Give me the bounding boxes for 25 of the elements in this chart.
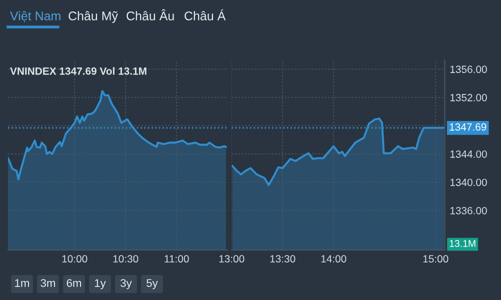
ref-line-label: 1347.69 (450, 123, 486, 131)
text: 3m (40, 279, 55, 287)
x-tick-label: 10:00 (62, 255, 88, 263)
text: Việt Nam (10, 11, 60, 22)
y-tick-label: 1336.00 (450, 206, 487, 214)
text: 3y (120, 279, 132, 290)
text: 5y (146, 279, 158, 290)
text: Châu Mỹ (68, 11, 118, 23)
text: 1m (15, 279, 29, 287)
text: Châu Âu (126, 9, 174, 20)
text: 13.1M (450, 240, 476, 247)
text: 6m (66, 279, 81, 287)
x-tick-label: 14:00 (321, 255, 346, 263)
y-tick-label: 1352.00 (450, 94, 487, 102)
text: 1y (94, 279, 106, 290)
x-tick-label: 11:00 (164, 255, 189, 263)
x-tick-label: 13:30 (270, 255, 296, 263)
text: VNINDEX 1347.69 Vol 13.1M (10, 67, 146, 75)
y-tick-label: 1356.00 (450, 66, 487, 74)
x-tick-label: 15:00 (423, 255, 448, 263)
y-tick-label: 1340.00 (450, 178, 487, 186)
text: Châu Á (184, 9, 226, 20)
x-tick-label: 10:30 (113, 255, 138, 263)
y-tick-label: 1344.00 (450, 150, 487, 158)
x-tick-label: 13:00 (219, 255, 244, 263)
